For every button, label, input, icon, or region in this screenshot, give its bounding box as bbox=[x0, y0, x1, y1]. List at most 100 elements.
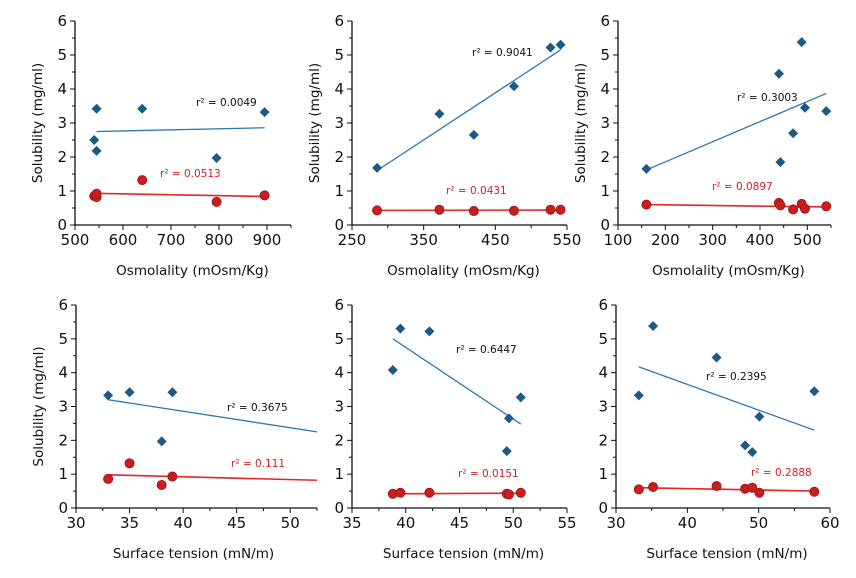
y-tick-label: 1 bbox=[57, 182, 67, 200]
x-tick-label: 30 bbox=[606, 514, 625, 532]
r2-label-series-b: r² = 0.0151 bbox=[458, 468, 519, 480]
y-tick-label: 0 bbox=[334, 499, 344, 517]
x-tick-label: 55 bbox=[557, 514, 576, 532]
x-axis-title: Osmolality (mOsm/Kg) bbox=[387, 263, 540, 279]
y-tick-label: 0 bbox=[58, 499, 68, 517]
trendline-series-a bbox=[392, 338, 522, 425]
x-axis-title: Osmolality (mOsm/Kg) bbox=[652, 263, 805, 279]
data-point-circle bbox=[515, 487, 526, 498]
y-tick-label: 5 bbox=[598, 330, 608, 348]
data-point-diamond bbox=[434, 108, 445, 119]
y-tick-label: 4 bbox=[57, 80, 67, 98]
r2-label-series-a: r² = 0.3003 bbox=[737, 92, 798, 104]
data-point-circle bbox=[711, 481, 722, 492]
data-point-circle bbox=[788, 204, 799, 215]
data-point-diamond bbox=[387, 364, 398, 375]
y-tick-label: 3 bbox=[600, 114, 610, 132]
data-point-diamond bbox=[775, 157, 786, 168]
x-tick-label: 900 bbox=[253, 231, 282, 249]
x-tick-label: 50 bbox=[281, 514, 300, 532]
x-tick-label: 45 bbox=[227, 514, 246, 532]
y-tick-label: 6 bbox=[57, 12, 67, 30]
x-tick-label: 45 bbox=[450, 514, 469, 532]
data-point-circle bbox=[508, 205, 519, 216]
data-point-diamond bbox=[89, 135, 100, 145]
data-point-circle bbox=[641, 199, 652, 210]
data-point-diamond bbox=[641, 163, 652, 174]
x-tick-label: 35 bbox=[342, 514, 361, 532]
y-tick-label: 2 bbox=[334, 148, 344, 166]
data-point-diamond bbox=[821, 106, 832, 117]
data-point-diamond bbox=[468, 129, 479, 140]
y-tick-label: 6 bbox=[598, 296, 608, 314]
trendline-series-b bbox=[392, 492, 521, 495]
x-tick-label: 40 bbox=[396, 514, 415, 532]
y-tick-label: 6 bbox=[334, 296, 344, 314]
data-point-diamond bbox=[91, 103, 102, 114]
r2-label-series-a: r² = 0.3675 bbox=[227, 402, 288, 414]
x-tick-label: 400 bbox=[746, 231, 775, 249]
y-tick-label: 4 bbox=[58, 364, 68, 382]
data-point-circle bbox=[395, 487, 406, 498]
data-point-diamond bbox=[799, 102, 810, 113]
y-tick-label: 3 bbox=[58, 398, 68, 416]
data-point-diamond bbox=[167, 387, 178, 398]
data-point-diamond bbox=[395, 323, 406, 334]
x-axis-title: Surface tension (mN/m) bbox=[383, 546, 544, 562]
y-tick-label: 2 bbox=[57, 148, 67, 166]
y-tick-label: 2 bbox=[598, 431, 608, 449]
chart-panel-1: 0 1 2 3 4 5 6 500 600 700 800 900 Osmolality (mOsm/K… bbox=[30, 12, 292, 279]
y-tick-label: 5 bbox=[334, 330, 344, 348]
chart-panel-3: 0 1 2 3 4 5 6 100 200 300 400 500 Osmolality (mOsm/K… bbox=[573, 12, 832, 279]
trendline-series-a bbox=[638, 366, 815, 431]
x-tick-label: 100 bbox=[604, 231, 633, 249]
x-tick-label: 600 bbox=[109, 231, 138, 249]
x-tick-label: 800 bbox=[205, 231, 234, 249]
r2-label-series-a: r² = 0.0049 bbox=[196, 97, 257, 109]
x-tick-label: 200 bbox=[651, 231, 680, 249]
data-point-diamond bbox=[796, 37, 807, 48]
data-point-diamond bbox=[555, 39, 566, 50]
y-axis-title: Solubility (mg/ml) bbox=[307, 63, 323, 183]
x-tick-label: 40 bbox=[174, 514, 193, 532]
x-tick-label: 60 bbox=[820, 514, 839, 532]
data-point-diamond bbox=[809, 386, 820, 397]
data-point-diamond bbox=[259, 107, 270, 118]
y-tick-label: 6 bbox=[600, 12, 610, 30]
y-tick-label: 3 bbox=[334, 398, 344, 416]
r2-label-series-b: r² = 0.0897 bbox=[712, 181, 773, 193]
data-point-circle bbox=[167, 471, 178, 482]
data-point-circle bbox=[124, 458, 135, 469]
y-tick-label: 3 bbox=[598, 398, 608, 416]
data-point-circle bbox=[503, 489, 514, 500]
chart-panel-6: 0 1 2 3 4 5 6 30 40 50 60 Surface tension (mN/m) r² … bbox=[598, 296, 839, 562]
x-tick-label: 40 bbox=[678, 514, 697, 532]
data-point-diamond bbox=[747, 447, 758, 458]
r2-label-series-a: r² = 0.2395 bbox=[706, 371, 767, 383]
x-tick-label: 350 bbox=[409, 231, 438, 249]
data-point-diamond bbox=[648, 320, 659, 331]
y-tick-label: 5 bbox=[334, 46, 344, 64]
y-tick-label: 2 bbox=[58, 431, 68, 449]
x-axis-title: Osmolality (mOsm/Kg) bbox=[116, 263, 269, 279]
r2-label-series-b: r² = 0.0431 bbox=[446, 185, 507, 197]
data-point-diamond bbox=[545, 42, 556, 53]
x-tick-label: 700 bbox=[157, 231, 186, 249]
data-point-circle bbox=[137, 175, 148, 186]
y-tick-label: 0 bbox=[57, 216, 67, 234]
x-axis-title: Surface tension (mN/m) bbox=[113, 546, 274, 562]
y-axis-title: Solubility (mg/ml) bbox=[30, 63, 46, 183]
x-tick-label: 250 bbox=[338, 231, 367, 249]
y-tick-label: 1 bbox=[58, 465, 68, 483]
data-point-circle bbox=[809, 486, 820, 497]
r2-label-series-b: r² = 0.2888 bbox=[751, 467, 812, 479]
y-tick-label: 1 bbox=[600, 182, 610, 200]
data-point-diamond bbox=[156, 436, 167, 447]
r2-label-series-b: r² = 0.0513 bbox=[160, 168, 221, 180]
r2-label-series-a: r² = 0.6447 bbox=[456, 344, 517, 356]
data-point-diamond bbox=[503, 413, 514, 424]
x-tick-label: 450 bbox=[481, 231, 510, 249]
trendline-series-a bbox=[376, 49, 561, 172]
x-tick-label: 50 bbox=[749, 514, 768, 532]
